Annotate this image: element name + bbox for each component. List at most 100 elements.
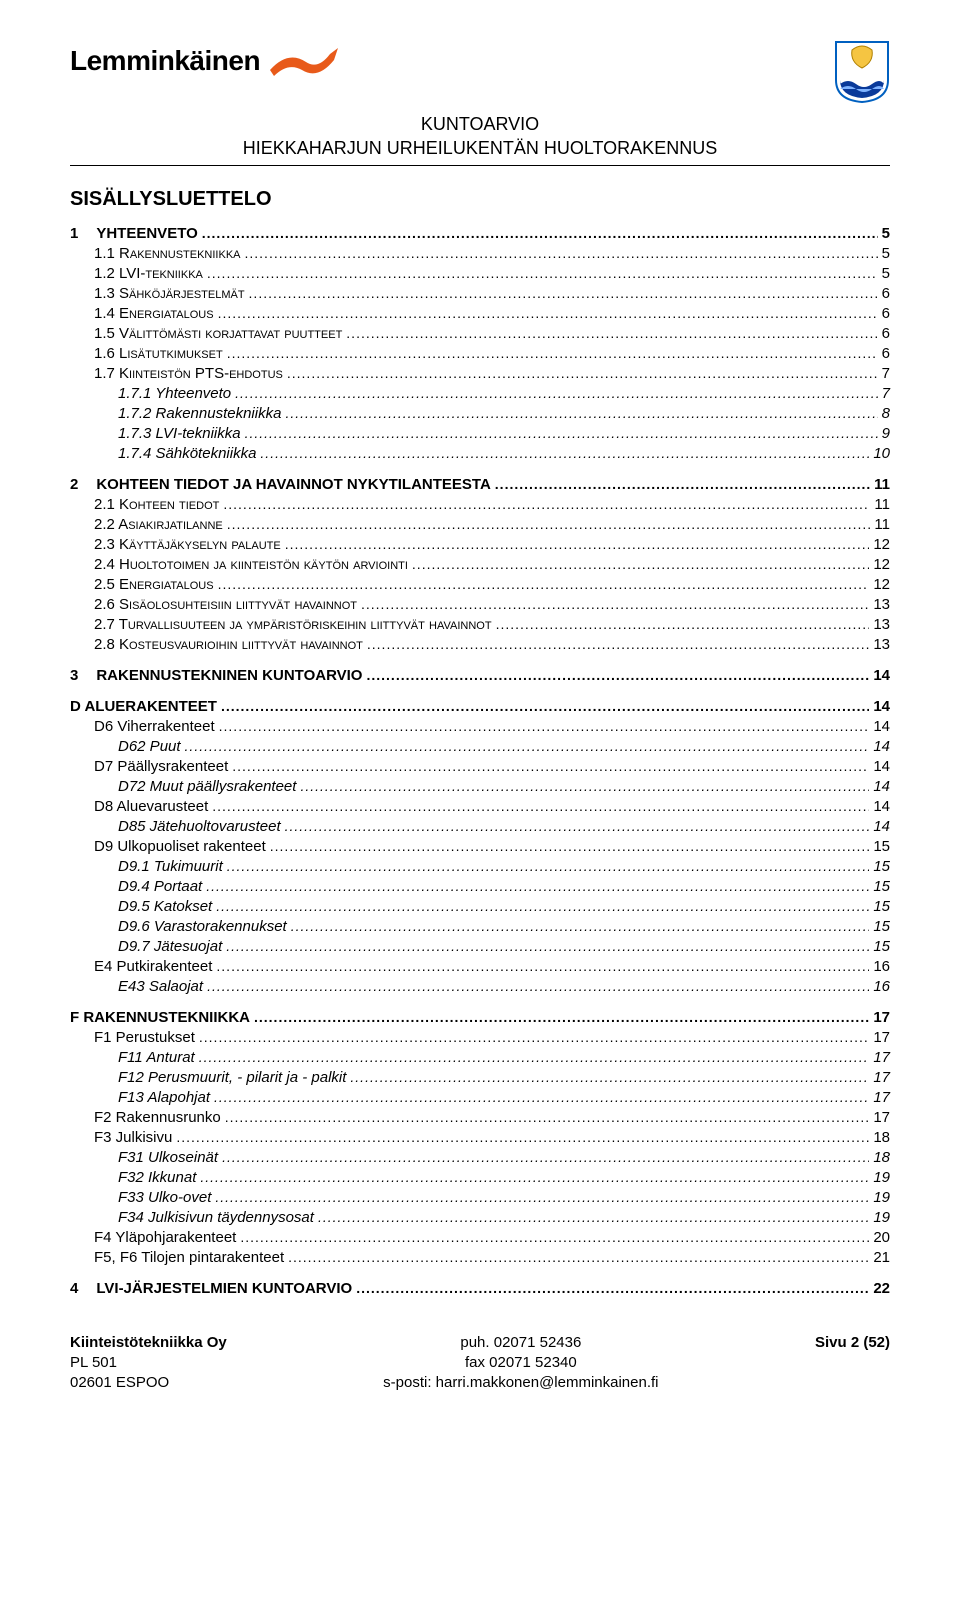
document-title: KUNTOARVIO HIEKKAHARJUN URHEILUKENTÄN HU… xyxy=(70,112,890,161)
toc-page: 7 xyxy=(882,365,890,382)
toc-label: F12 Perusmuurit, - pilarit ja - palkit xyxy=(118,1069,346,1086)
toc-page: 14 xyxy=(873,818,890,835)
toc-page: 13 xyxy=(873,636,890,653)
toc-label: 1.2 LVI-tekniikka xyxy=(94,265,203,282)
toc-entry: 1.7 Kiinteistön PTS-ehdotus7 xyxy=(70,365,890,382)
toc-page: 17 xyxy=(873,1029,890,1046)
footer-right: Sivu 2 (52) xyxy=(815,1333,890,1394)
toc-page: 14 xyxy=(873,698,890,715)
toc-page: 18 xyxy=(873,1149,890,1166)
toc-leader xyxy=(495,476,870,493)
toc-label: 1.7.4 Sähkötekniikka xyxy=(118,445,256,462)
toc-entry: 2KOHTEEN TIEDOT JA HAVAINNOT NYKYTILANTE… xyxy=(70,476,890,493)
toc-entry: D8 Aluevarusteet14 xyxy=(70,798,890,815)
toc-page: 17 xyxy=(873,1009,890,1026)
toc-entry: 2.6 Sisäolosuhteisiin liittyvät havainno… xyxy=(70,596,890,613)
toc-entry: F5, F6 Tilojen pintarakenteet21 xyxy=(70,1249,890,1266)
toc-entry: F3 Julkisivu18 xyxy=(70,1129,890,1146)
toc-label: D85 Jätehuoltovarusteet xyxy=(118,818,281,835)
toc-leader xyxy=(185,738,870,755)
toc-entry: 1.1 Rakennustekniikka5 xyxy=(70,245,890,262)
toc-entry: 1.3 Sähköjärjestelmät6 xyxy=(70,285,890,302)
toc-entry: 2.8 Kosteusvaurioihin liittyvät havainno… xyxy=(70,636,890,653)
toc-entry: D9.1 Tukimuurit15 xyxy=(70,858,890,875)
logo-swoosh-icon xyxy=(268,40,340,82)
toc-leader xyxy=(202,225,878,242)
toc-entry: 1.7.4 Sähkötekniikka10 xyxy=(70,445,890,462)
toc-entry: F2 Rakennusrunko 17 xyxy=(70,1109,890,1126)
toc-leader xyxy=(232,758,869,775)
toc-label: 1.1 Rakennustekniikka xyxy=(94,245,241,262)
header-divider xyxy=(70,165,890,166)
footer-email: s-posti: harri.makkonen@lemminkainen.fi xyxy=(383,1373,658,1393)
toc-page: 11 xyxy=(874,496,890,513)
toc-entry: D9.7 Jätesuojat 15 xyxy=(70,938,890,955)
toc-entry: 1.2 LVI-tekniikka5 xyxy=(70,265,890,282)
toc-label: 1.7.2 Rakennustekniikka xyxy=(118,405,281,422)
toc-label: 1.5 Välittömästi korjattavat puutteet xyxy=(94,325,342,342)
toc-page: 14 xyxy=(873,718,890,735)
toc-page: 16 xyxy=(873,978,890,995)
toc-page: 14 xyxy=(873,667,890,684)
toc-label: F1 Perustukset xyxy=(94,1029,195,1046)
toc-label: F13 Alapohjat xyxy=(118,1089,210,1106)
toc-leader xyxy=(245,425,878,442)
toc-entry: 1.7.3 LVI-tekniikka 9 xyxy=(70,425,890,442)
page-number: Sivu 2 (52) xyxy=(815,1333,890,1353)
toc-page: 6 xyxy=(882,345,890,362)
toc-page: 11 xyxy=(874,516,890,533)
toc-leader xyxy=(291,918,870,935)
toc-leader xyxy=(346,325,877,342)
toc-page: 17 xyxy=(873,1109,890,1126)
toc-entry: 1.7.2 Rakennustekniikka8 xyxy=(70,405,890,422)
toc-page: 13 xyxy=(873,616,890,633)
toc-label: 2.1 Kohteen tiedot xyxy=(94,496,219,513)
toc-leader xyxy=(226,938,869,955)
toc-entry: F11 Anturat 17 xyxy=(70,1049,890,1066)
toc-label: 3RAKENNUSTEKNINEN KUNTOARVIO xyxy=(70,667,362,684)
toc-label: F3 Julkisivu xyxy=(94,1129,172,1146)
toc-entry: 2.1 Kohteen tiedot 11 xyxy=(70,496,890,513)
toc-label: F RAKENNUSTEKNIIKKA xyxy=(70,1009,250,1026)
toc-leader xyxy=(366,667,869,684)
toc-label: D9.5 Katokset xyxy=(118,898,212,915)
toc-leader xyxy=(225,1109,870,1126)
toc-page: 19 xyxy=(873,1189,890,1206)
toc-label: 1.3 Sähköjärjestelmät xyxy=(94,285,245,302)
toc-entry: 2.4 Huoltotoimen ja kiinteistön käytön a… xyxy=(70,556,890,573)
toc-page: 6 xyxy=(882,305,890,322)
toc-label: F2 Rakennusrunko xyxy=(94,1109,221,1126)
toc-entry: F32 Ikkunat 19 xyxy=(70,1169,890,1186)
toc-leader xyxy=(285,536,870,553)
toc-label: D9.6 Varastorakennukset xyxy=(118,918,287,935)
toc-leader xyxy=(318,1209,869,1226)
toc-page: 15 xyxy=(873,938,890,955)
toc-entry: 1.6 Lisätutkimukset6 xyxy=(70,345,890,362)
toc-label: 2KOHTEEN TIEDOT JA HAVAINNOT NYKYTILANTE… xyxy=(70,476,491,493)
toc-page: 9 xyxy=(882,425,890,442)
toc-label: F32 Ikkunat xyxy=(118,1169,196,1186)
toc-page: 20 xyxy=(873,1229,890,1246)
toc-leader xyxy=(356,1280,869,1297)
toc-label: E4 Putkirakenteet xyxy=(94,958,212,975)
toc-leader xyxy=(207,978,869,995)
document-page: Lemminkäinen KUNTOARVIO HIEKKAHARJUN URH… xyxy=(0,0,960,1423)
toc-label: F11 Anturat xyxy=(118,1049,195,1066)
toc-page: 17 xyxy=(873,1049,890,1066)
toc-label: D9.7 Jätesuojat xyxy=(118,938,222,955)
toc-label: F34 Julkisivun täydennysosat xyxy=(118,1209,314,1226)
toc-entry: D7 Päällysrakenteet14 xyxy=(70,758,890,775)
toc-entry: 1YHTEENVETO5 xyxy=(70,225,890,242)
toc-leader xyxy=(199,1049,870,1066)
toc-leader xyxy=(245,245,878,262)
toc-leader xyxy=(218,576,870,593)
toc-label: 1.7.3 LVI-tekniikka xyxy=(118,425,241,442)
company-logo: Lemminkäinen xyxy=(70,40,340,82)
toc-leader xyxy=(249,285,878,302)
toc-leader xyxy=(227,345,878,362)
toc-page: 19 xyxy=(873,1169,890,1186)
toc-label: F33 Ulko-ovet xyxy=(118,1189,211,1206)
toc-leader xyxy=(207,265,878,282)
toc-heading: SISÄLLYSLUETTELO xyxy=(70,188,890,211)
toc-leader xyxy=(367,636,869,653)
